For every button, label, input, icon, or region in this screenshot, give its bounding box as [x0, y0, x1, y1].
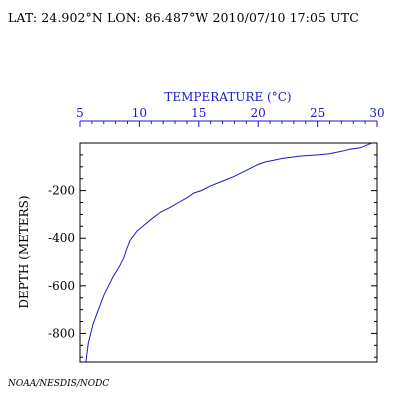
temperature-profile-line [85, 142, 373, 363]
left-tick-label: -800 [48, 326, 75, 340]
data-source-credit: NOAA/NESDIS/NODC [8, 379, 110, 389]
top-tick-label: 10 [132, 106, 147, 120]
top-tick-label: 5 [76, 106, 84, 120]
top-tick-label: 30 [369, 106, 384, 120]
y-axis-title: DEPTH (METERS) [17, 195, 31, 308]
left-tick-label: -400 [48, 231, 75, 245]
left-tick-label: -200 [48, 184, 75, 198]
plot-frame [79, 142, 378, 363]
location-timestamp-header: LAT: 24.902°N LON: 86.487°W 2010/07/10 1… [8, 10, 359, 25]
x-axis-title: TEMPERATURE (°C) [164, 90, 291, 104]
left-tick-label: -600 [48, 279, 75, 293]
top-tick-label: 25 [310, 106, 325, 120]
left-axis-ticks: -200 -400 -600 -800 [48, 142, 377, 358]
top-tick-label: 20 [251, 106, 266, 120]
top-axis-ticks: 5 10 15 20 25 30 [76, 106, 385, 127]
top-tick-label: 15 [191, 106, 206, 120]
